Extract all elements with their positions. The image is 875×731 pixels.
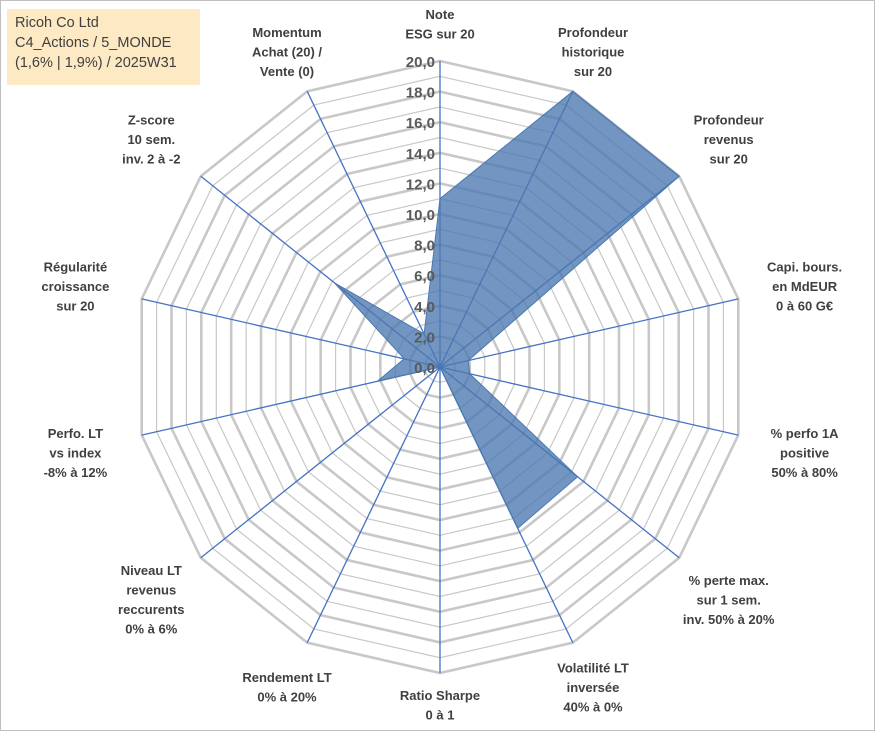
axis-label-line: sur 20 — [56, 299, 94, 314]
tick-label: 8,0 — [414, 238, 435, 255]
axis-spoke — [306, 366, 441, 643]
axis-spoke — [141, 298, 441, 368]
axis-label-line: historique — [562, 45, 625, 60]
axis-label: Note ESG sur 20 — [405, 7, 474, 42]
axis-label: Z-score 10 sem. inv. 2 à -2 — [122, 113, 180, 167]
series-area — [334, 90, 680, 530]
tick-label: 2,0 — [414, 329, 435, 346]
axis-label-line: Niveau LT — [121, 563, 182, 578]
chart-title-box: Ricoh Co Ltd C4_Actions / 5_MONDE (1,6% … — [7, 9, 200, 85]
axis-label-line: inversée — [567, 680, 620, 695]
axis-label-line: Ratio Sharpe — [400, 688, 480, 703]
axis-label-line: Régularité — [44, 260, 108, 275]
axis-spoke — [439, 366, 739, 436]
axis-spoke — [306, 91, 441, 368]
axis-label-line: Volatilité LT — [557, 660, 629, 675]
axis-label-line: positive — [780, 446, 829, 461]
axis-label: Profondeur revenus sur 20 — [694, 113, 764, 167]
axis-label-line: 0% à 20% — [257, 690, 317, 705]
axis-label-line: 10 sem. — [127, 132, 175, 147]
tick-label: 20,0 — [406, 54, 435, 71]
axis-label-line: % perte max. — [689, 573, 769, 588]
axis-label-line: Rendement LT — [242, 670, 331, 685]
axis-label-line: 50% à 80% — [771, 465, 838, 480]
tick-label: 10,0 — [406, 207, 435, 224]
axis-spoke — [200, 366, 441, 559]
tick-label: 14,0 — [406, 146, 435, 163]
axis-label: Rendement LT 0% à 20% — [242, 670, 331, 705]
axis-label-line: vs index — [49, 446, 102, 461]
axis-label: Profondeur historique sur 20 — [558, 25, 628, 79]
axis-label-line: revenus — [704, 132, 754, 147]
axis-label-line: revenus — [126, 583, 176, 598]
axis-label: Régularité croissance sur 20 — [41, 260, 109, 314]
title-line-1: Ricoh Co Ltd — [15, 15, 99, 31]
axis-label-line: Z-score — [128, 113, 175, 128]
axis-label: % perfo 1A positive 50% à 80% — [771, 426, 840, 480]
axis-label-line: sur 20 — [710, 152, 748, 167]
axis-spoke — [439, 298, 739, 368]
axis-label-line: Profondeur — [558, 25, 628, 40]
title-line-2: C4_Actions / 5_MONDE — [15, 35, 172, 51]
axis-label-line: ESG sur 20 — [405, 27, 474, 42]
radar-axis-labels: Note ESG sur 20 Profondeur historique sur 20… — [41, 7, 842, 723]
axis-label-line: Capi. bours. — [767, 260, 842, 275]
tick-label: 4,0 — [414, 299, 435, 316]
tick-label: 12,0 — [406, 176, 435, 193]
axis-label-line: Perfo. LT — [48, 426, 103, 441]
axis-label: Momentum Achat (20) / Vente (0) — [252, 25, 322, 79]
axis-label-line: 0 à 60 G€ — [776, 299, 833, 314]
axis-label: % perte max. sur 1 sem. inv. 50% à 20% — [683, 573, 775, 627]
axis-label: Capi. bours. en MdEUR 0 à 60 G€ — [767, 260, 842, 314]
axis-label-line: 40% à 0% — [563, 699, 623, 714]
axis-label-line: sur 20 — [574, 64, 612, 79]
axis-label-line: Note — [426, 7, 455, 22]
axis-label-line: % perfo 1A — [771, 426, 840, 441]
axis-label-line: Profondeur — [694, 113, 764, 128]
axis-label-line: en MdEUR — [772, 279, 838, 294]
axis-label-line: sur 1 sem. — [697, 593, 761, 608]
axis-label-line: croissance — [41, 279, 109, 294]
axis-label-line: reccurents — [118, 602, 184, 617]
axis-label-line: inv. 50% à 20% — [683, 612, 775, 627]
radar-series — [334, 90, 680, 530]
axis-label: Volatilité LT inversée 40% à 0% — [557, 660, 629, 714]
radar-tick-labels: 0,0 2,0 4,0 6,0 8,0 10,0 12,0 14,0 16,0 18,0 20,0 — [406, 54, 435, 377]
axis-label: Perfo. LT vs index -8% à 12% — [44, 426, 108, 480]
axis-label: Niveau LT revenus reccurents 0% à 6% — [118, 563, 184, 637]
tick-label: 0,0 — [414, 360, 435, 377]
axis-label-line: -8% à 12% — [44, 465, 108, 480]
title-line-3: (1,6% | 1,9%) / 2025W31 — [15, 55, 177, 71]
axis-label-line: Vente (0) — [260, 64, 314, 79]
axis-label-line: Momentum — [252, 25, 321, 40]
tick-label: 18,0 — [406, 85, 435, 102]
tick-label: 6,0 — [414, 268, 435, 285]
axis-label-line: inv. 2 à -2 — [122, 152, 180, 167]
axis-label: Ratio Sharpe 0 à 1 — [400, 688, 480, 723]
axis-label-line: 0% à 6% — [125, 622, 177, 637]
axis-label-line: 0 à 1 — [426, 708, 455, 723]
axis-label-line: Achat (20) / — [252, 45, 322, 60]
tick-label: 16,0 — [406, 115, 435, 132]
